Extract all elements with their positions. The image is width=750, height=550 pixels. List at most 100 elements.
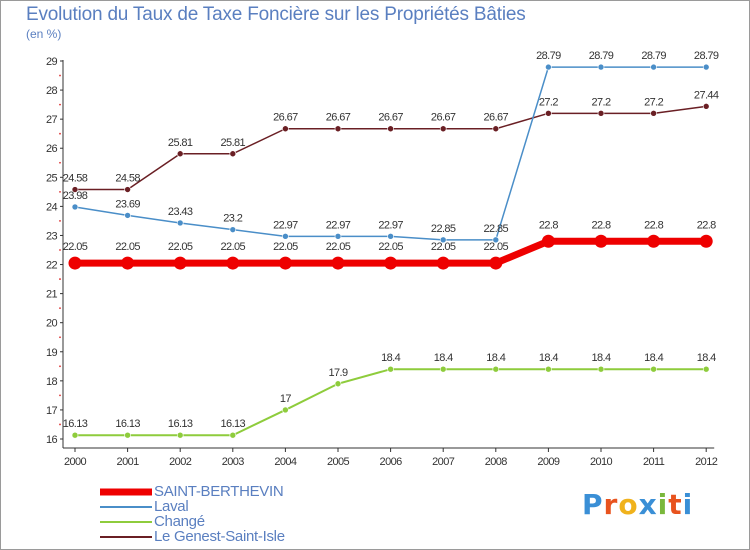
logo-letter: o [618, 488, 639, 521]
data-point-genest [492, 125, 500, 133]
data-label-genest: 25.81 [221, 137, 246, 149]
x-tick-label: 2011 [643, 456, 665, 468]
data-point-saint [647, 234, 661, 248]
data-point-change [702, 365, 710, 373]
data-label-genest: 27.2 [539, 96, 558, 108]
data-point-genest [597, 110, 605, 117]
data-label-laval: 22.85 [431, 223, 456, 235]
data-label-change: 18.4 [591, 352, 610, 364]
data-label-laval: 22.97 [378, 219, 403, 231]
y-tick-label: 18 [46, 376, 58, 388]
y-tick-label: 24 [46, 201, 58, 213]
y-tick-label: 16 [46, 434, 58, 446]
y-tick-label: 26 [46, 143, 58, 155]
x-tick-label: 2003 [222, 456, 245, 468]
data-point-change [71, 431, 79, 439]
y-tick-label: 23 [46, 230, 58, 242]
data-point-laval [334, 233, 342, 240]
legend-label-genest: Le Genest-Saint-Isle [154, 528, 285, 545]
data-point-genest [229, 150, 237, 158]
series-layer: 16.13 16.13 16.13 16.13 17 17.9 18.4 18.4 18.4 18… [63, 50, 720, 439]
data-label-saint: 22.8 [697, 219, 716, 231]
data-label-genest: 27.2 [644, 96, 663, 108]
y-minor-dot [59, 336, 61, 339]
data-point-saint [541, 234, 555, 248]
legend-label-saint-berthevin: SAINT-BERTHEVIN [154, 483, 284, 500]
legend-label-laval: Laval [154, 498, 189, 515]
y-minor-dot [59, 278, 61, 280]
data-label-genest: 26.67 [378, 112, 403, 124]
data-label-change: 18.4 [486, 352, 505, 364]
x-tick-label: 2010 [590, 456, 613, 468]
y-tick-label: 29 [46, 56, 58, 68]
data-label-change: 16.13 [63, 418, 88, 430]
proxiti-logo: Proxiti [582, 488, 693, 521]
series-laval: 23.98 23.69 23.43 23.2 22.97 22.97 22.97 22.85 2… [63, 50, 720, 244]
data-label-genest: 26.67 [273, 112, 298, 124]
data-point-laval [545, 63, 552, 71]
data-point-laval [387, 233, 394, 240]
data-label-saint: 22.05 [484, 241, 509, 253]
y-minor-dot [59, 220, 61, 222]
data-label-laval: 28.79 [694, 50, 719, 62]
data-label-laval: 23.43 [168, 206, 193, 218]
chart-title: Evolution du Taux de Taxe Foncière sur l… [26, 4, 526, 25]
data-label-saint: 22.05 [273, 241, 298, 253]
y-minor-dot [59, 74, 61, 77]
y-minor-dot [59, 249, 61, 251]
logo-letter: i [682, 488, 694, 521]
legend-swatch-saint-berthevin [100, 488, 152, 495]
data-label-genest: 26.67 [484, 112, 509, 124]
legend-swatch-change [100, 520, 152, 523]
x-tick-label: 2006 [380, 456, 403, 468]
data-label-genest: 27.2 [591, 96, 610, 108]
data-label-saint: 22.05 [63, 241, 88, 253]
data-point-change [387, 365, 394, 373]
series-genest: 24.58 24.58 25.81 25.81 26.67 26.67 26.67 26.67… [63, 89, 720, 193]
y-tick-label: 19 [46, 347, 58, 359]
data-label-laval: 22.85 [484, 223, 509, 235]
y-minor-dot [59, 394, 61, 397]
series-saint: 22.05 22.05 22.05 22.05 22.05 22.05 22.05 22.05… [63, 219, 717, 270]
data-label-change: 16.13 [168, 418, 193, 430]
data-point-change [334, 380, 342, 388]
legend-label-change: Changé [154, 513, 205, 530]
data-point-genest [650, 110, 657, 117]
data-point-laval [492, 236, 500, 244]
y-minor-dot [59, 103, 61, 106]
data-label-saint: 22.8 [644, 219, 663, 231]
data-point-saint [226, 256, 240, 270]
data-point-laval [124, 212, 131, 219]
data-point-change [176, 431, 184, 439]
data-label-laval: 23.69 [115, 198, 140, 210]
data-label-genest: 24.58 [63, 173, 88, 185]
data-point-saint [173, 256, 187, 270]
data-label-genest: 27.44 [694, 89, 719, 101]
data-point-saint [278, 256, 292, 270]
series-change: 16.13 16.13 16.13 16.13 17 17.9 18.4 18.4 18.4 18… [63, 352, 717, 439]
data-point-genest [124, 186, 131, 193]
data-label-change: 18.4 [434, 352, 453, 364]
data-point-laval [597, 63, 605, 71]
data-point-laval [176, 219, 184, 227]
x-tick-label: 2000 [64, 456, 87, 468]
data-label-saint: 22.05 [378, 241, 403, 253]
y-tick-label: 17 [46, 405, 58, 417]
data-label-laval: 28.79 [589, 50, 614, 62]
legend-swatch-genest [100, 535, 152, 538]
data-point-laval [282, 233, 289, 240]
data-point-change [229, 431, 237, 439]
data-point-change [597, 365, 605, 373]
logo-letter: r [603, 488, 619, 521]
data-label-laval: 23.98 [63, 190, 88, 202]
data-point-genest [702, 103, 710, 110]
data-label-genest: 25.81 [168, 137, 193, 149]
y-tick-label: 28 [46, 85, 58, 97]
y-tick-label: 25 [46, 172, 58, 184]
y-tick-label: 21 [46, 289, 58, 301]
data-point-laval [650, 63, 657, 71]
data-label-saint: 22.8 [591, 219, 610, 231]
data-point-saint [699, 234, 713, 248]
data-point-genest [545, 110, 552, 117]
